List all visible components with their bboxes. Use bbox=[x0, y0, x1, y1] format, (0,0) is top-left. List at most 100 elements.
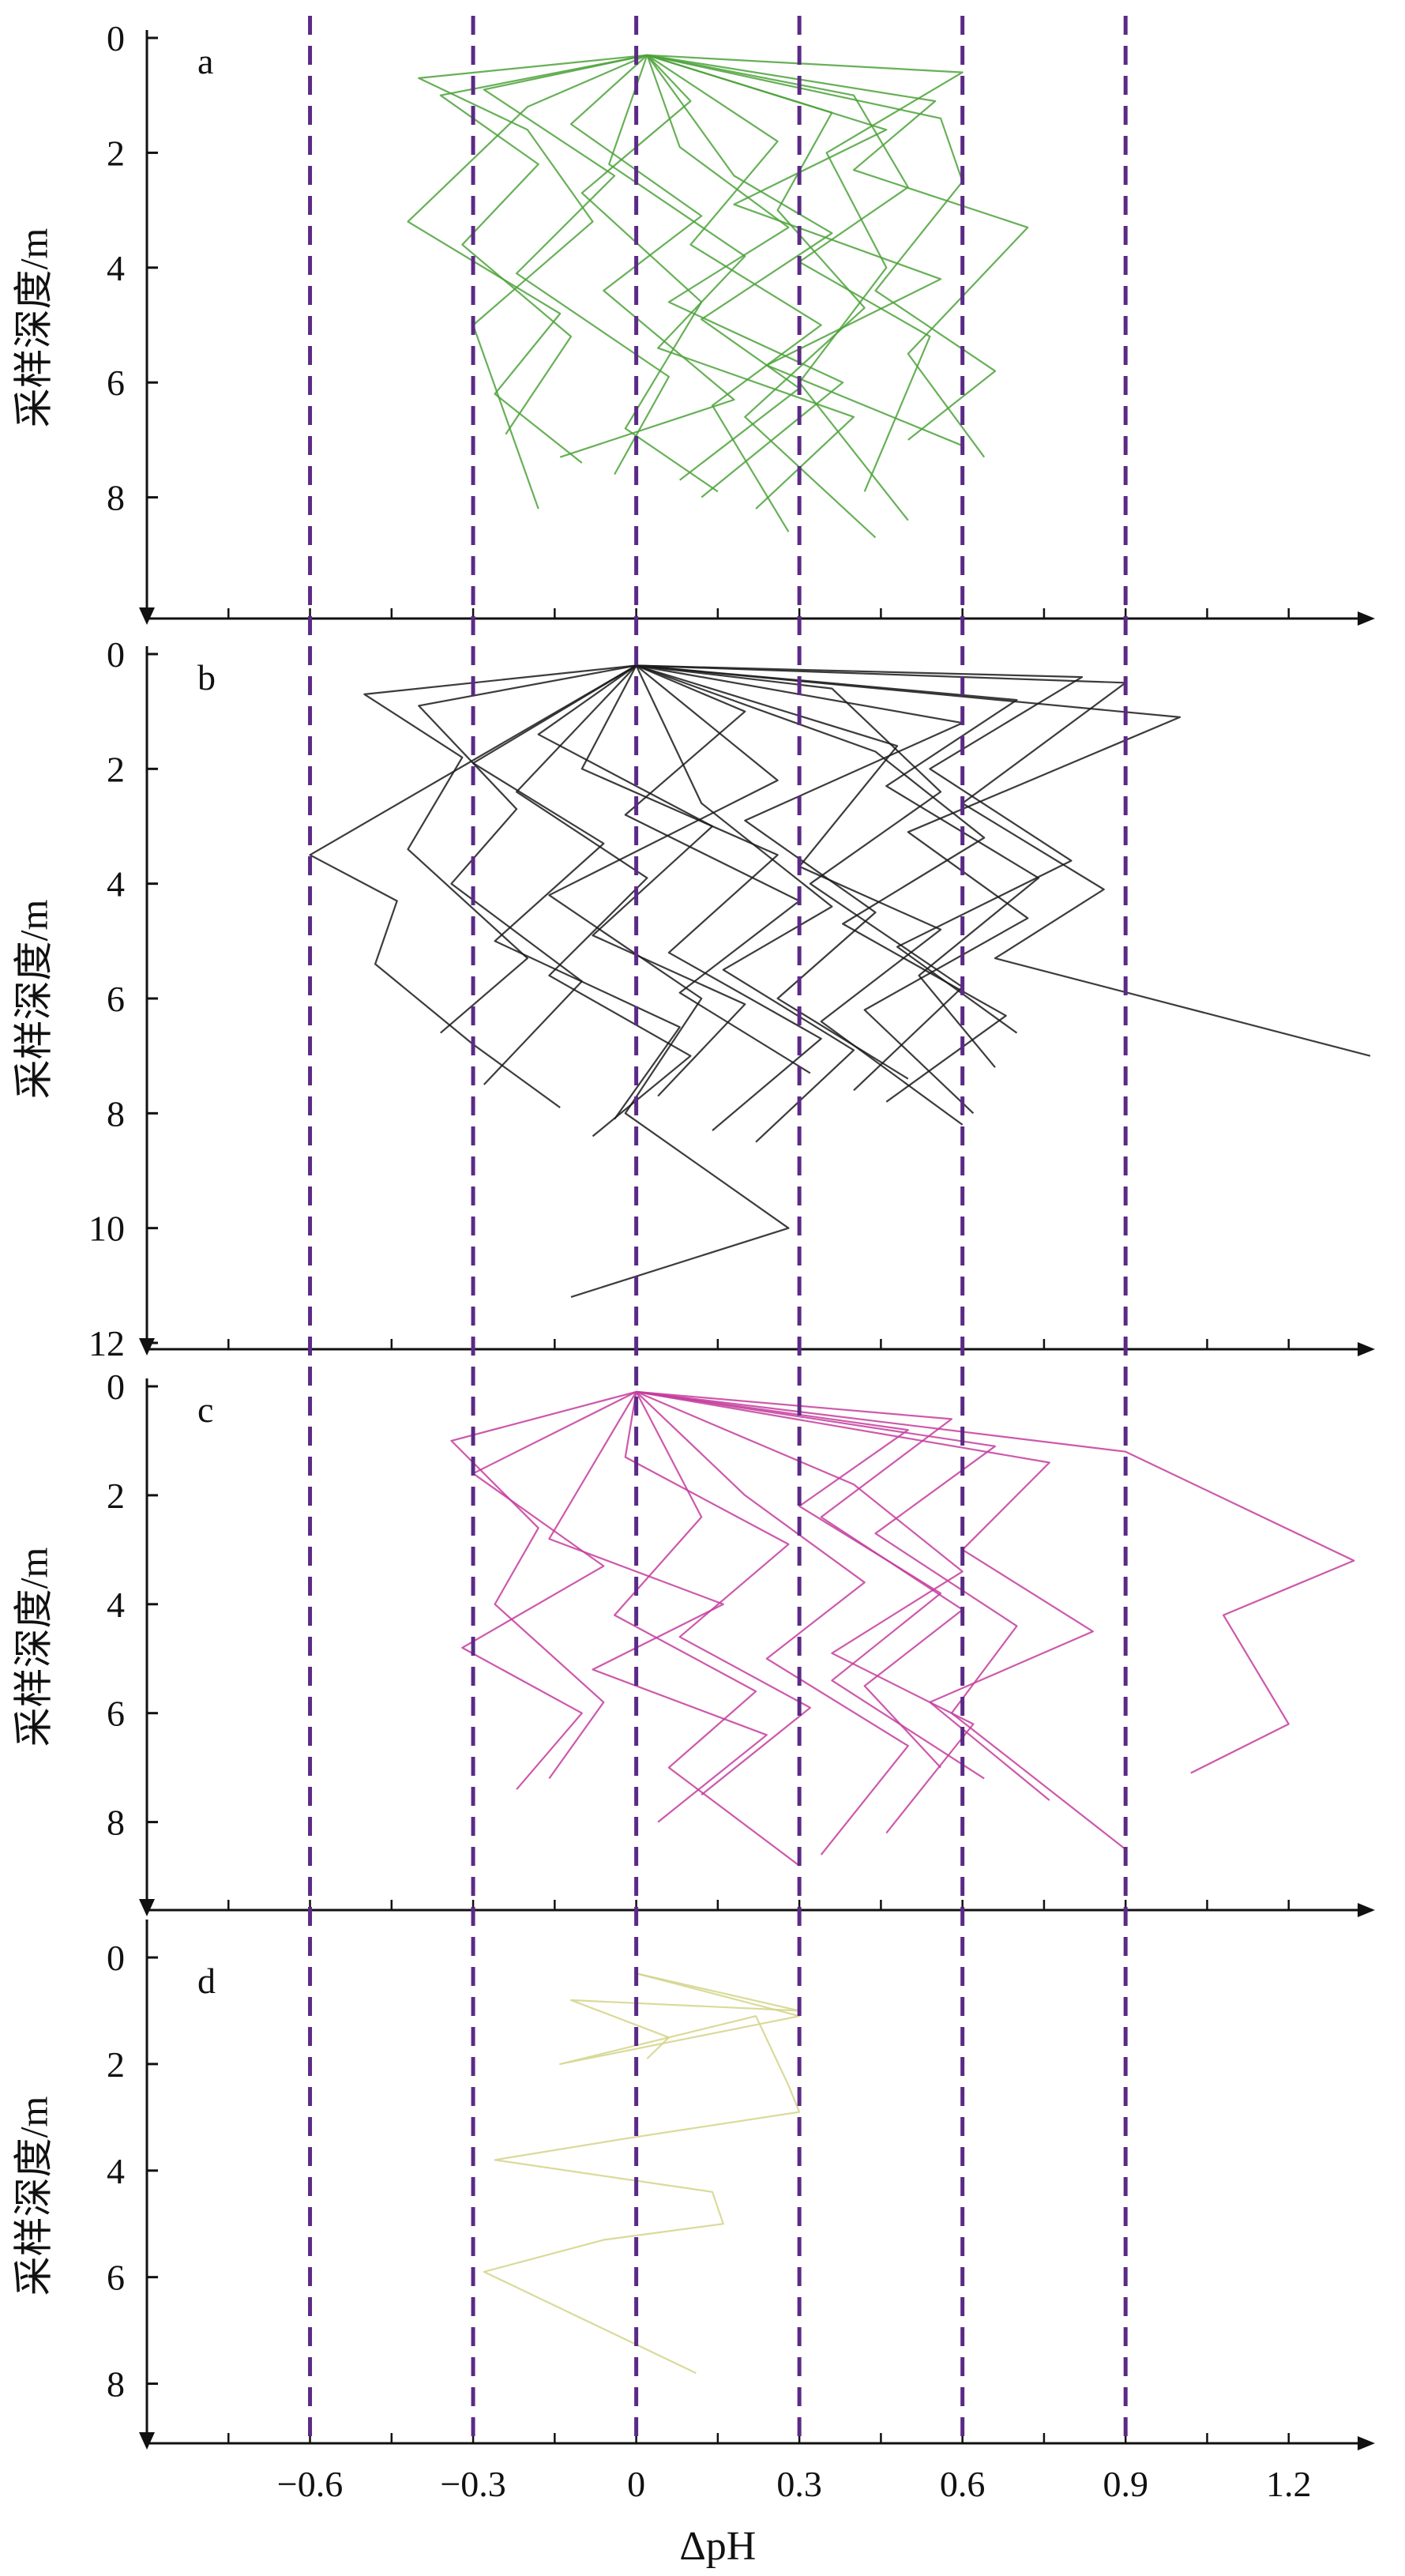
x-axis-label: ΔpH bbox=[679, 2524, 756, 2569]
y-tick-label-d-2: 2 bbox=[107, 2044, 125, 2085]
y-axis-c: 0 2 4 6 8 bbox=[107, 1367, 158, 1916]
series-line-b-15 bbox=[363, 664, 637, 1034]
series-line-a-14 bbox=[647, 54, 997, 441]
y-tick-label-a-4: 4 bbox=[107, 248, 125, 288]
series-line-b-5 bbox=[418, 664, 637, 1085]
y-tick-label-b-12: 12 bbox=[88, 1323, 125, 1363]
y-tick-label-b-8: 8 bbox=[107, 1093, 125, 1134]
y-tick-label-c-4: 4 bbox=[107, 1585, 125, 1625]
series-line-a-8 bbox=[608, 55, 855, 510]
y-tick-label-b-6: 6 bbox=[107, 979, 125, 1019]
series-line-d-2 bbox=[569, 1972, 801, 2059]
series-line-b-9 bbox=[635, 665, 855, 1143]
series-line-b-7 bbox=[537, 664, 746, 1097]
series-line-c-1 bbox=[450, 1390, 637, 1780]
series-line-a-1 bbox=[418, 54, 648, 510]
y-axis-label-b: 采样深度/m bbox=[11, 900, 55, 1100]
y-tick-label-d-8: 8 bbox=[107, 2364, 125, 2405]
y-axis-label-c: 采样深度/m bbox=[11, 1547, 55, 1747]
y-tick-label-d-4: 4 bbox=[107, 2151, 125, 2191]
series-line-a-4 bbox=[647, 54, 877, 539]
y-axis-d: 0 2 4 6 8 bbox=[107, 1920, 158, 2450]
panel-c: 0 2 4 6 8 c 采样深度/m bbox=[11, 1367, 1355, 1916]
x-tick-label-2: 0 bbox=[627, 2464, 645, 2504]
y-tick-label-a-2: 2 bbox=[107, 133, 125, 173]
series-line-a-5 bbox=[647, 54, 1029, 458]
series-line-b-13 bbox=[580, 664, 822, 1131]
data-lines-b bbox=[309, 664, 1371, 1298]
y-tick-label-a-8: 8 bbox=[107, 478, 125, 518]
y-tick-label-b-0: 0 bbox=[107, 634, 125, 675]
series-line-c-4 bbox=[635, 1391, 909, 1856]
series-line-a-7 bbox=[646, 54, 822, 532]
panel-d: 0 2 4 6 8 d 采样深度/m bbox=[11, 1920, 801, 2450]
series-line-b-2 bbox=[636, 664, 1371, 1057]
series-line-c-12 bbox=[636, 1390, 964, 1769]
x-tick-label-6: 1.2 bbox=[1266, 2464, 1312, 2504]
series-line-a-6 bbox=[647, 54, 964, 521]
x-tick-label-0: −0.6 bbox=[277, 2464, 343, 2504]
series-line-b-16 bbox=[624, 664, 811, 1074]
panel-letter-a: a bbox=[197, 41, 213, 81]
series-line-c-2 bbox=[636, 1390, 1355, 1774]
series-line-b-14 bbox=[636, 664, 1084, 1034]
x-axis-arrow-a bbox=[1358, 611, 1375, 626]
y-tick-label-c-2: 2 bbox=[107, 1476, 125, 1516]
data-lines-d bbox=[483, 1972, 801, 2375]
y-axis-b: 0 2 4 6 8 10 12 bbox=[88, 634, 158, 1363]
panel-letter-b: b bbox=[197, 657, 216, 698]
series-line-c-5 bbox=[461, 1390, 637, 1790]
x-tick-label-1: −0.3 bbox=[440, 2464, 505, 2504]
reference-lines bbox=[308, 16, 1128, 2441]
y-tick-label-b-4: 4 bbox=[107, 864, 125, 904]
y-tick-label-b-10: 10 bbox=[88, 1209, 125, 1249]
x-axis-arrow-b bbox=[1358, 1342, 1375, 1356]
series-line-c-3 bbox=[636, 1390, 1126, 1850]
series-line-c-9 bbox=[548, 1391, 768, 1823]
x-tick-labels: −0.6 −0.3 0 0.3 0.6 0.9 1.2 bbox=[277, 2464, 1312, 2504]
series-line-c-11 bbox=[624, 1391, 812, 1796]
x-tick-label-3: 0.3 bbox=[776, 2464, 822, 2504]
series-line-c-6 bbox=[636, 1390, 985, 1780]
series-line-b-18 bbox=[515, 664, 692, 1138]
y-axis-arrow-a bbox=[139, 607, 155, 625]
series-line-c-7 bbox=[613, 1391, 800, 1867]
series-line-b-1 bbox=[309, 664, 637, 1108]
y-tick-label-d-0: 0 bbox=[107, 1938, 125, 1978]
panel-letter-c: c bbox=[197, 1390, 213, 1430]
series-line-a-2 bbox=[407, 54, 648, 464]
x-tick-label-5: 0.9 bbox=[1103, 2464, 1148, 2504]
y-axis-a: 0 2 4 6 8 bbox=[107, 18, 158, 625]
data-lines-c bbox=[450, 1390, 1355, 1867]
y-tick-label-b-2: 2 bbox=[107, 749, 125, 789]
series-line-b-17 bbox=[636, 664, 1007, 1103]
y-tick-label-d-6: 6 bbox=[107, 2258, 125, 2298]
series-line-d-1 bbox=[483, 1972, 801, 2375]
series-line-a-15 bbox=[646, 55, 844, 498]
series-line-a-12 bbox=[646, 55, 833, 481]
series-line-c-10 bbox=[636, 1390, 975, 1834]
series-line-b-4 bbox=[548, 664, 790, 1298]
series-line-a-10 bbox=[483, 54, 671, 476]
data-lines-a bbox=[407, 54, 1029, 539]
series-line-b-6 bbox=[636, 664, 964, 1126]
y-tick-label-c-6: 6 bbox=[107, 1694, 125, 1734]
y-axis-label-d: 采样深度/m bbox=[11, 2097, 55, 2296]
series-line-a-3 bbox=[580, 55, 719, 493]
panel-b: 0 2 4 6 8 10 12 b 采样深度/m bbox=[11, 634, 1371, 1363]
x-axis-arrow-c bbox=[1358, 1903, 1375, 1917]
series-line-b-10 bbox=[471, 664, 681, 1120]
y-axis-arrow-b bbox=[139, 1338, 155, 1356]
panel-letter-d: d bbox=[197, 1961, 216, 2001]
panel-a: 0 2 4 6 8 a 采样深度/m bbox=[11, 18, 1029, 625]
y-axis-arrow-d bbox=[139, 2432, 155, 2450]
series-line-b-3 bbox=[636, 664, 1181, 1115]
x-axis-arrow-d bbox=[1358, 2436, 1375, 2450]
y-tick-label-a-0: 0 bbox=[107, 18, 125, 58]
y-axis-label-a: 采样深度/m bbox=[11, 228, 55, 428]
x-tick-label-4: 0.6 bbox=[940, 2464, 986, 2504]
y-tick-label-a-6: 6 bbox=[107, 363, 125, 403]
series-line-a-11 bbox=[647, 54, 931, 492]
y-axis-arrow-c bbox=[139, 1899, 155, 1916]
